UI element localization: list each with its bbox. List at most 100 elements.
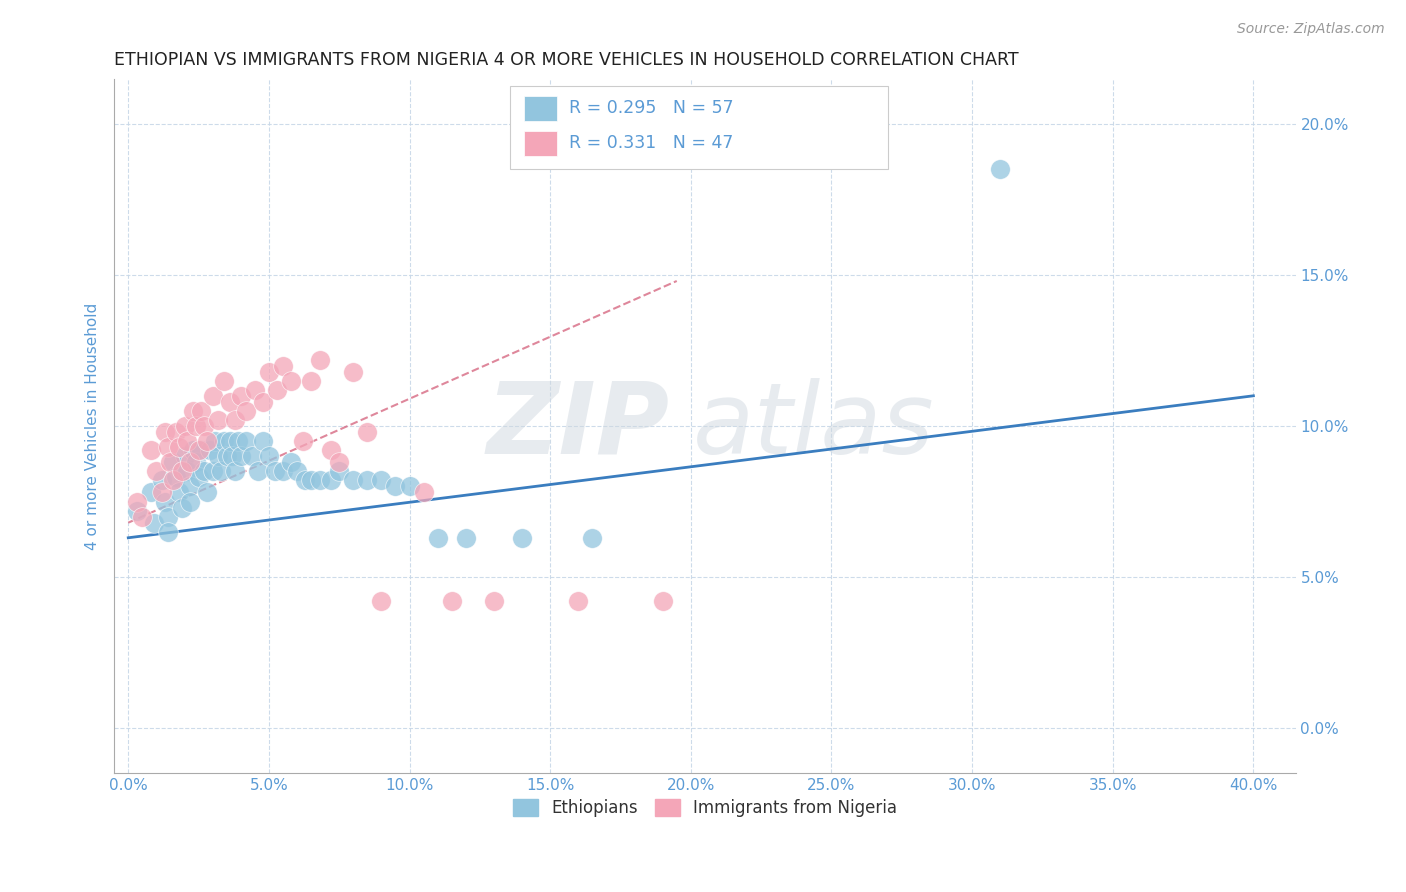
Point: [398, 479, 420, 493]
Point: [198, 443, 221, 458]
Point: [204, 434, 226, 449]
Point: [342, 365, 364, 379]
Point: [356, 474, 378, 488]
Point: [142, 516, 165, 530]
Point: [139, 485, 162, 500]
Point: [218, 434, 240, 449]
Point: [229, 389, 252, 403]
Point: [187, 470, 209, 484]
Point: [162, 474, 184, 488]
Point: [224, 413, 246, 427]
Point: [319, 474, 342, 488]
Point: [156, 524, 179, 539]
Point: [201, 464, 224, 478]
Point: [567, 594, 589, 608]
Point: [257, 365, 280, 379]
Point: [145, 464, 167, 478]
Point: [125, 494, 148, 508]
Point: [139, 443, 162, 458]
Point: [328, 464, 350, 478]
Text: R = 0.331   N = 47: R = 0.331 N = 47: [569, 134, 734, 153]
Point: [221, 449, 243, 463]
Point: [308, 352, 330, 367]
Point: [299, 374, 322, 388]
Text: R = 0.295   N = 57: R = 0.295 N = 57: [569, 99, 734, 117]
Point: [193, 419, 215, 434]
Point: [482, 594, 505, 608]
Point: [207, 413, 229, 427]
Point: [162, 455, 184, 469]
Point: [235, 404, 257, 418]
Text: atlas: atlas: [693, 377, 935, 475]
Point: [510, 531, 533, 545]
Point: [179, 494, 201, 508]
Point: [224, 464, 246, 478]
Point: [176, 464, 198, 478]
Point: [651, 594, 673, 608]
Point: [153, 494, 176, 508]
Legend: Ethiopians, Immigrants from Nigeria: Ethiopians, Immigrants from Nigeria: [506, 793, 904, 824]
Bar: [524, 96, 557, 121]
Point: [156, 440, 179, 454]
Point: [179, 455, 201, 469]
Point: [271, 359, 294, 373]
Point: [271, 464, 294, 478]
Point: [184, 455, 207, 469]
Point: [159, 455, 181, 469]
Point: [156, 509, 179, 524]
Point: [215, 449, 238, 463]
Point: [319, 443, 342, 458]
Text: Source: ZipAtlas.com: Source: ZipAtlas.com: [1237, 22, 1385, 37]
Point: [193, 464, 215, 478]
Point: [181, 404, 204, 418]
Point: [240, 449, 263, 463]
Point: [173, 449, 195, 463]
Point: [257, 449, 280, 463]
Point: [190, 404, 212, 418]
Point: [342, 474, 364, 488]
Point: [209, 464, 232, 478]
Point: [280, 455, 302, 469]
Point: [308, 474, 330, 488]
Point: [131, 509, 153, 524]
Point: [266, 383, 288, 397]
Point: [280, 374, 302, 388]
Point: [179, 479, 201, 493]
Point: [328, 455, 350, 469]
Y-axis label: 4 or more Vehicles in Household: 4 or more Vehicles in Household: [86, 302, 100, 549]
Point: [370, 594, 392, 608]
Point: [263, 464, 285, 478]
Point: [384, 479, 406, 493]
Point: [212, 434, 235, 449]
Text: ZIP: ZIP: [486, 377, 669, 475]
Point: [153, 425, 176, 439]
Point: [243, 383, 266, 397]
Point: [581, 531, 603, 545]
Point: [426, 531, 449, 545]
Point: [235, 434, 257, 449]
Text: ETHIOPIAN VS IMMIGRANTS FROM NIGERIA 4 OR MORE VEHICLES IN HOUSEHOLD CORRELATION: ETHIOPIAN VS IMMIGRANTS FROM NIGERIA 4 O…: [114, 51, 1019, 69]
Point: [195, 434, 218, 449]
Point: [285, 464, 308, 478]
Point: [195, 485, 218, 500]
Point: [412, 485, 434, 500]
Point: [356, 425, 378, 439]
Point: [176, 434, 198, 449]
Point: [170, 500, 193, 515]
Point: [988, 162, 1011, 177]
Point: [165, 425, 187, 439]
Bar: [524, 131, 557, 156]
Point: [181, 443, 204, 458]
Point: [125, 503, 148, 517]
Point: [252, 394, 274, 409]
Point: [291, 434, 314, 449]
Point: [440, 594, 463, 608]
Bar: [510, 86, 889, 169]
Point: [173, 419, 195, 434]
Point: [252, 434, 274, 449]
Point: [190, 443, 212, 458]
Point: [246, 464, 269, 478]
Point: [218, 394, 240, 409]
Point: [165, 470, 187, 484]
Point: [370, 474, 392, 488]
